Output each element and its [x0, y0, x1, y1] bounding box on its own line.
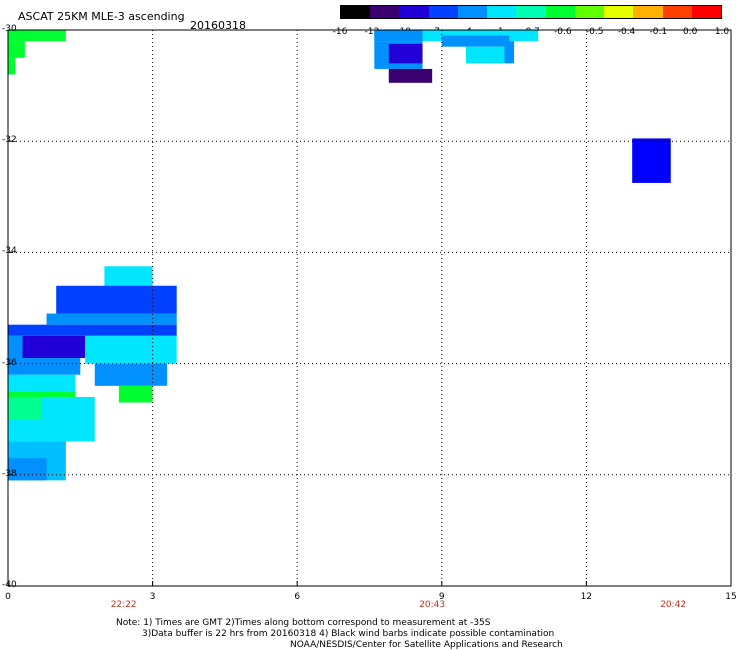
heatmap-cell — [388, 68, 433, 83]
colorbar-swatch — [457, 6, 488, 18]
x-tick-label: 9 — [438, 592, 445, 602]
colorbar-swatch — [604, 6, 634, 18]
x-tick-label: 15 — [725, 592, 737, 602]
colorbar-swatch — [662, 6, 692, 18]
colorbar-swatch — [574, 6, 605, 18]
y-tick-label: -38 — [2, 468, 17, 479]
y-tick-label: -30 — [2, 24, 17, 34]
heatmap-cell — [56, 285, 177, 314]
colorbar-swatch — [545, 6, 575, 18]
heatmap-cell — [441, 35, 510, 47]
heatmap-cell — [8, 358, 81, 375]
heatmap-cell — [632, 138, 671, 183]
heatmap-cell — [22, 335, 86, 359]
heatmap-cell — [46, 313, 177, 325]
heatmap-cell — [388, 43, 423, 64]
chart-date: 20160318 — [190, 19, 246, 32]
chart-title: ASCAT 25KM MLE-3 ascending — [18, 10, 185, 23]
colorbar-swatch — [516, 6, 546, 18]
colorbar-swatch — [399, 6, 429, 18]
time-label: 22:22 — [110, 600, 137, 610]
colorbar-swatch — [341, 6, 371, 18]
x-tick-label: 6 — [294, 592, 301, 602]
colorbar-swatch — [370, 6, 400, 18]
heatmap-cell — [8, 374, 76, 392]
plot-frame — [7, 29, 732, 587]
heatmap-cell — [8, 57, 16, 75]
time-label: 20:43 — [419, 600, 446, 610]
heatmap-cell — [94, 363, 168, 386]
heatmap-cell — [8, 391, 76, 397]
heatmap-cell — [8, 30, 66, 42]
note-line-2: 3)Data buffer is 22 hrs from 20160318 4)… — [142, 629, 555, 639]
heatmap-cell — [118, 385, 153, 403]
heatmap-cell — [8, 396, 42, 420]
heatmap-cell — [8, 324, 177, 336]
note-line-3: NOAA/NESDIS/Center for Satellite Applica… — [290, 640, 563, 650]
colorbar-label: -16 — [332, 27, 348, 37]
heatmap-cell — [504, 41, 515, 64]
heatmap-cell — [374, 30, 423, 42]
heatmap-cell — [374, 30, 539, 42]
colorbar-label: 1.0 — [714, 27, 730, 37]
colorbar-swatch — [428, 6, 458, 18]
heatmap-cell — [8, 41, 25, 58]
colorbar-label: 0.0 — [682, 27, 698, 37]
time-label: 20:42 — [660, 600, 687, 610]
y-tick-label: -32 — [2, 135, 17, 146]
colorbar-label: -0.6 — [554, 27, 572, 37]
y-tick-label: -34 — [2, 246, 17, 257]
colorbar — [340, 5, 722, 19]
colorbar-swatch — [487, 6, 517, 18]
y-tick-label: -40 — [2, 580, 17, 590]
note-line-1: Note: 1) Times are GMT 2)Times along bot… — [116, 618, 491, 628]
x-tick-label: 12 — [580, 592, 593, 602]
colorbar-label: -0.4 — [617, 27, 636, 37]
colorbar-label: -0.1 — [649, 27, 668, 37]
colorbar-label: -13 — [364, 27, 380, 37]
colorbar-swatch — [633, 6, 663, 18]
heatmap-cell — [85, 335, 177, 364]
y-tick-label: -36 — [2, 357, 17, 368]
colorbar-swatch — [691, 6, 722, 18]
x-tick-label: 3 — [149, 592, 156, 602]
heatmap-cell — [465, 46, 505, 64]
colorbar-label: -0.5 — [585, 27, 604, 37]
x-tick-label: 0 — [5, 592, 11, 602]
